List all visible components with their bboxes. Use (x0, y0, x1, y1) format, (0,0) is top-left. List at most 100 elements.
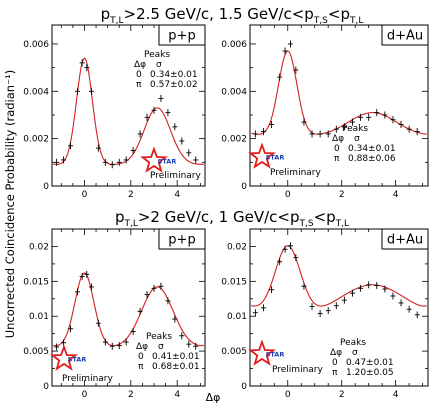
data-point (414, 311, 420, 319)
y-tick-label: 0 (241, 182, 247, 192)
data-point (158, 94, 164, 102)
plot-frame (249, 24, 429, 187)
data-point (102, 158, 108, 166)
preliminary-label: Preliminary (270, 168, 321, 178)
data-point (287, 242, 293, 250)
legend-peak-label: 0 (334, 144, 340, 154)
data-point (95, 144, 101, 152)
data-point (144, 113, 150, 121)
legend-col-dphi: Δφ (134, 60, 146, 70)
legend-peak-label: π (138, 362, 144, 372)
y-tick-label: 0.004 (23, 87, 49, 97)
data-point (88, 87, 94, 95)
y-tick-label: 0.004 (221, 87, 247, 97)
star-icon (140, 146, 168, 173)
legend-header: Peaks (342, 124, 368, 134)
legend-peak-label: π (334, 154, 340, 164)
star-logo-text: STAR (68, 356, 87, 364)
legend-col-sigma: σ (156, 60, 162, 70)
data-point (193, 156, 199, 164)
legend-peak-sigma: 0.68±0.01 (152, 362, 200, 372)
x-tick-label: 0 (285, 190, 291, 200)
legend-col-dphi: Δφ (332, 134, 344, 144)
legend-peak-label: π (332, 368, 338, 378)
data-point (317, 130, 323, 138)
x-tick-label: 0 (82, 390, 88, 400)
y-tick-label: 0.01 (227, 312, 247, 322)
star-logo-text: STAR (266, 154, 285, 162)
data-point (95, 319, 101, 327)
data-point (398, 299, 404, 307)
y-tick-label: 0.005 (23, 347, 49, 357)
legend-header: Peaks (340, 338, 366, 348)
data-point (75, 87, 80, 95)
data-point (193, 342, 199, 350)
data-point (186, 149, 192, 157)
data-point (333, 125, 339, 133)
data-point (325, 307, 331, 315)
preliminary-label: Preliminary (272, 365, 323, 375)
fit-curve (251, 245, 427, 307)
star-icon (248, 142, 276, 169)
data-point (102, 338, 108, 346)
data-point (382, 285, 388, 293)
data-point (282, 47, 288, 55)
row-title-top: pT,L>2.5 GeV/c, 1.5 GeV/c<pT,S<pT,L (101, 5, 364, 26)
legend-peak-label: 0 (332, 358, 338, 368)
star-logo: STAR (140, 146, 176, 173)
y-tick-label: 0 (43, 382, 49, 392)
legend-peak-sigma: 1.20±0.05 (346, 368, 394, 378)
x-axis-label: Δφ (206, 391, 221, 404)
data-point (137, 130, 143, 138)
x-tick-label: 2 (339, 390, 345, 400)
data-point (349, 118, 355, 126)
legend-peak-sigma: 0.41±0.01 (152, 352, 200, 362)
data-point (88, 283, 94, 291)
legend-peak-sigma: 0.47±0.01 (346, 358, 394, 368)
y-tick-label: 0.006 (221, 40, 247, 50)
system-tag: d+Au (387, 233, 423, 248)
star-logo-text: STAR (266, 351, 285, 359)
legend-header: Peaks (146, 332, 172, 342)
x-tick-label: 4 (174, 390, 180, 400)
x-tick-label: 2 (128, 190, 134, 200)
legend-header: Peaks (144, 50, 170, 60)
data-point (151, 284, 157, 292)
x-tick-label: 2 (339, 190, 345, 200)
data-point (165, 109, 171, 117)
legend-peak-label: 0 (138, 352, 144, 362)
y-axis-label: Uncorrected Coincidence Probability (rad… (3, 70, 17, 339)
y-tick-label: 0.015 (221, 277, 247, 287)
data-point (277, 258, 283, 266)
data-point (75, 288, 80, 296)
system-tag-box (381, 228, 429, 250)
y-tick-label: 0.005 (221, 347, 247, 357)
data-point (398, 120, 404, 128)
data-point (349, 289, 355, 297)
y-tick-label: 0.02 (227, 242, 247, 252)
data-point (414, 128, 420, 136)
data-point (61, 339, 67, 347)
x-tick-label: 4 (393, 390, 399, 400)
legend-col-dphi: Δφ (136, 342, 148, 352)
data-point (382, 111, 388, 119)
legend-peak-label: 0 (136, 70, 142, 80)
legend-peak-sigma: 0.34±0.01 (348, 144, 396, 154)
legend-peak-sigma: 0.88±0.06 (348, 154, 396, 164)
legend-col-sigma: σ (354, 134, 360, 144)
data-point (68, 142, 74, 150)
data-point (179, 137, 185, 145)
legend-col-sigma: σ (158, 342, 164, 352)
data-point (252, 309, 258, 317)
data-point (144, 291, 150, 299)
data-point (84, 270, 90, 278)
x-tick-label: 4 (174, 190, 180, 200)
data-point (406, 125, 412, 133)
legend-col-dphi: Δφ (330, 348, 342, 358)
row-title-bottom: pT,L>2 GeV/c, 1 GeV/c<pT,S<pT,L (115, 208, 349, 229)
data-point (358, 284, 364, 292)
data-point (151, 106, 157, 114)
y-tick-label: 0.002 (23, 135, 49, 145)
